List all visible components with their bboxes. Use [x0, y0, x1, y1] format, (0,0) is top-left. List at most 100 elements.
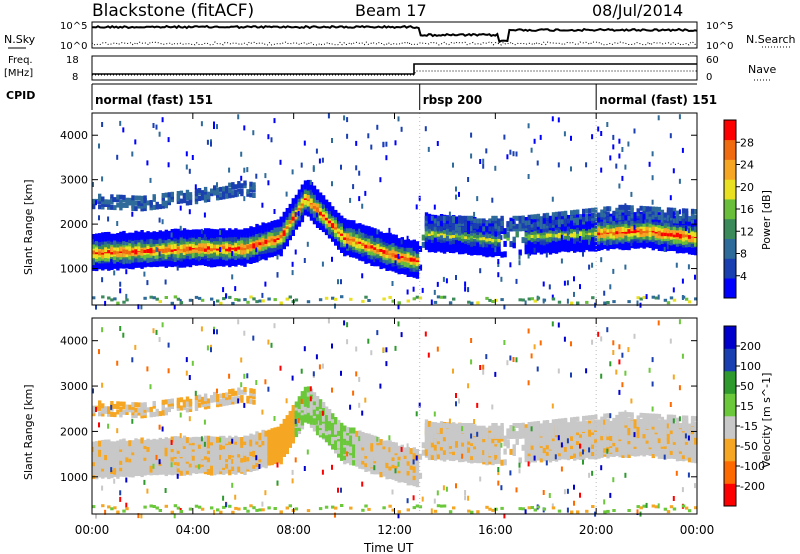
power-speck	[161, 219, 164, 225]
power-cell	[464, 230, 468, 237]
power-cell	[95, 252, 99, 259]
power-cell	[210, 191, 214, 197]
velocity-cell	[137, 448, 141, 455]
power-cell	[98, 249, 102, 256]
velocity-cell	[206, 435, 211, 442]
velocity-cell	[200, 445, 205, 451]
power-speck	[394, 140, 397, 146]
velocity-cell	[119, 443, 123, 450]
velocity-cell	[225, 456, 229, 463]
power-speck	[321, 203, 324, 209]
velocity-cell	[439, 444, 444, 451]
velocity-speck	[364, 397, 367, 403]
power-speck	[636, 300, 639, 306]
power-cell	[464, 241, 468, 248]
power-speck	[300, 162, 303, 168]
velocity-cell	[206, 403, 211, 409]
power-speck	[231, 251, 234, 256]
power-speck	[527, 174, 530, 179]
power-cell	[258, 225, 262, 232]
velocity-cell	[219, 444, 223, 450]
velocity-speck	[361, 481, 364, 487]
date-label: 08/Jul/2014	[592, 1, 683, 20]
velocity-speck	[231, 482, 234, 488]
power-cell	[279, 225, 283, 232]
power-cell	[563, 213, 568, 219]
velocity-cell	[367, 450, 371, 457]
velocity-cell	[400, 463, 404, 470]
power-speck	[509, 262, 512, 268]
velocity-cell	[252, 394, 256, 400]
velocity-cell	[179, 460, 184, 467]
power-cell	[585, 213, 589, 219]
velocity-cell	[113, 446, 117, 453]
power-cell	[222, 228, 226, 235]
power-cell	[158, 237, 162, 244]
power-cell	[669, 218, 674, 224]
power-cell	[161, 203, 165, 209]
power-cell	[240, 248, 244, 255]
velocity-cell	[113, 412, 117, 418]
velocity-cell	[249, 399, 253, 405]
power-cell	[122, 239, 126, 246]
power-cell	[264, 237, 268, 244]
power-cell	[672, 207, 677, 213]
power-cell	[439, 236, 444, 243]
velocity-cell	[397, 471, 401, 478]
power-speck	[200, 228, 203, 234]
velocity-cell	[252, 443, 256, 449]
power-cell	[176, 237, 181, 243]
velocity-cell	[161, 450, 165, 457]
power-cell	[349, 220, 353, 227]
power-cell	[557, 238, 562, 245]
velocity-speck	[155, 454, 158, 460]
velocity-cell	[122, 509, 126, 513]
power-cell	[152, 194, 156, 200]
power-cell	[509, 241, 513, 248]
power-cell	[261, 252, 265, 258]
velocity-cell	[140, 413, 144, 419]
velocity-cell	[303, 416, 308, 423]
velocity-cell	[282, 418, 286, 425]
velocity-cell	[210, 397, 214, 403]
power-speck	[294, 249, 297, 255]
power-cell	[355, 235, 359, 242]
velocity-speck	[170, 440, 173, 445]
velocity-cell	[455, 447, 459, 453]
power-speck	[533, 247, 536, 253]
velocity-cell	[249, 466, 253, 473]
power-speck	[560, 258, 563, 264]
velocity-cell	[152, 455, 156, 462]
power-cell	[391, 254, 395, 261]
velocity-cell	[258, 459, 262, 466]
velocity-cell	[122, 466, 126, 473]
velocity-speck	[246, 373, 249, 379]
velocity-cell	[158, 463, 162, 470]
power-cell	[176, 248, 181, 255]
velocity-speck	[203, 441, 206, 447]
velocity-cell	[252, 391, 256, 397]
power-cell	[669, 215, 674, 221]
velocity-cell	[107, 505, 111, 509]
power-cell	[92, 242, 96, 249]
velocity-cell	[125, 507, 129, 511]
power-cell	[424, 226, 429, 232]
power-speck	[548, 284, 551, 290]
power-cell	[618, 239, 622, 246]
power-speck	[467, 177, 470, 182]
velocity-cell	[485, 449, 489, 456]
power-cell	[557, 214, 562, 220]
velocity-cell	[140, 408, 144, 413]
power-cell	[563, 218, 568, 224]
power-cell	[639, 205, 643, 211]
velocity-cell	[222, 459, 226, 465]
power-speck	[321, 261, 324, 267]
velocity-cell	[116, 472, 120, 479]
power-cell	[439, 240, 444, 247]
power-speck	[687, 228, 690, 234]
power-cell	[270, 246, 274, 253]
power-cell	[285, 208, 289, 214]
velocity-speck	[92, 388, 94, 394]
power-cell	[618, 234, 622, 241]
velocity-cell	[397, 464, 401, 471]
